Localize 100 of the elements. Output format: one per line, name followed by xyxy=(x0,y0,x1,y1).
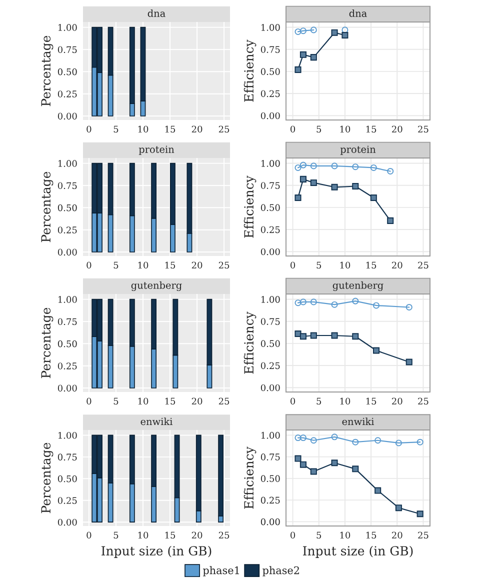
point xyxy=(310,437,317,444)
x-tick-label: 5 xyxy=(316,262,322,269)
x-tick-label: 0 xyxy=(86,398,92,405)
point xyxy=(416,510,424,518)
point xyxy=(294,455,302,462)
point xyxy=(310,26,317,34)
point xyxy=(294,300,302,306)
x-axis-title: Input size (in GB) xyxy=(102,546,212,558)
y-tick-label: 1.00 xyxy=(58,160,77,167)
x-tick-label: 0 xyxy=(86,262,92,269)
x-tick-label: 20 xyxy=(192,262,202,269)
y-tick-label: 0.75 xyxy=(260,182,280,189)
y-tick-label: 0.00 xyxy=(58,518,77,526)
x-tick-label: 20 xyxy=(392,532,402,539)
point xyxy=(352,438,359,446)
point xyxy=(352,164,359,170)
chart-title: protein xyxy=(138,146,174,155)
point xyxy=(395,440,402,446)
y-tick-label: 0.00 xyxy=(260,248,280,256)
point xyxy=(310,179,317,186)
x-tick-label: 25 xyxy=(418,126,428,133)
y-tick-label: 0.00 xyxy=(260,112,280,120)
x-tick-label: 10 xyxy=(340,532,350,539)
point xyxy=(294,28,302,35)
y-tick-label: 0.25 xyxy=(58,90,77,98)
x-tick-label: 15 xyxy=(366,262,376,269)
y-tick-label: 0.75 xyxy=(58,318,77,326)
y-tick-label: 0.50 xyxy=(58,204,77,212)
y-tick-label: 0.75 xyxy=(260,318,280,325)
point xyxy=(374,437,382,444)
y-tick-label: 1.00 xyxy=(261,160,280,167)
y-tick-label: 0.50 xyxy=(260,475,280,482)
x-tick-label: 10 xyxy=(138,262,148,269)
point xyxy=(373,347,380,354)
point xyxy=(416,438,424,446)
y-tick-label: 1.00 xyxy=(261,296,280,303)
chart-title: dna xyxy=(349,9,367,17)
y-tick-label: 0.25 xyxy=(58,362,77,370)
y-tick-label: 0.50 xyxy=(260,68,280,75)
x-tick-label: 0 xyxy=(86,532,92,539)
point xyxy=(387,217,394,224)
x-tick-label: 15 xyxy=(165,126,176,133)
point xyxy=(352,466,359,472)
point xyxy=(294,164,302,171)
x-tick-label: 0 xyxy=(290,126,296,133)
y-tick-label: 0.75 xyxy=(260,454,280,460)
chart-title: protein xyxy=(340,146,376,155)
point xyxy=(373,302,380,309)
x-tick-label: 0 xyxy=(290,398,296,405)
point xyxy=(352,298,359,304)
point xyxy=(352,182,359,190)
y-tick-label: 0.00 xyxy=(260,518,280,526)
x-axis-title: Input size (in GB) xyxy=(303,546,413,558)
x-tick-label: 15 xyxy=(165,532,176,539)
point xyxy=(395,504,402,512)
x-tick-label: 10 xyxy=(138,532,148,539)
point xyxy=(331,29,338,36)
y-tick-label: 0.50 xyxy=(58,68,77,76)
point xyxy=(331,332,338,339)
point xyxy=(370,194,377,201)
x-tick-label: 20 xyxy=(392,126,402,133)
point xyxy=(374,487,382,494)
point xyxy=(300,51,306,58)
y-axis-title: Efficiency xyxy=(244,176,256,238)
x-tick-label: 0 xyxy=(290,262,296,269)
y-tick-label: 1.00 xyxy=(261,432,280,439)
x-tick-label: 20 xyxy=(192,532,202,539)
x-tick-label: 20 xyxy=(392,398,402,405)
y-tick-label: 1.00 xyxy=(58,24,77,31)
point xyxy=(387,168,394,175)
point xyxy=(406,358,412,366)
y-axis-title: Percentage xyxy=(41,308,54,378)
point xyxy=(331,162,338,170)
x-tick-label: 5 xyxy=(114,262,118,269)
x-tick-label: 5 xyxy=(114,126,118,133)
y-axis-title: Percentage xyxy=(41,36,54,106)
point xyxy=(300,298,306,306)
point xyxy=(310,162,317,170)
y-tick-label: 0.00 xyxy=(58,112,77,120)
chart-title: gutenberg xyxy=(131,281,182,291)
x-tick-label: 15 xyxy=(366,532,376,539)
point xyxy=(331,184,338,190)
y-tick-label: 0.75 xyxy=(260,46,280,53)
point xyxy=(310,54,317,61)
point xyxy=(331,460,338,466)
y-tick-label: 0.75 xyxy=(58,454,77,460)
y-tick-label: 0.25 xyxy=(260,90,280,98)
point xyxy=(331,301,338,308)
x-tick-label: 25 xyxy=(418,532,428,539)
y-tick-label: 0.25 xyxy=(58,497,77,504)
x-tick-label: 10 xyxy=(340,262,350,269)
point xyxy=(294,330,302,337)
y-tick-label: 0.25 xyxy=(260,496,280,504)
x-tick-label: 5 xyxy=(316,126,322,133)
x-tick-label: 25 xyxy=(418,398,428,405)
y-tick-label: 0.75 xyxy=(58,182,77,190)
legend-label: phase2 xyxy=(262,566,299,576)
point xyxy=(310,468,317,475)
point xyxy=(352,333,359,340)
point xyxy=(310,332,317,339)
